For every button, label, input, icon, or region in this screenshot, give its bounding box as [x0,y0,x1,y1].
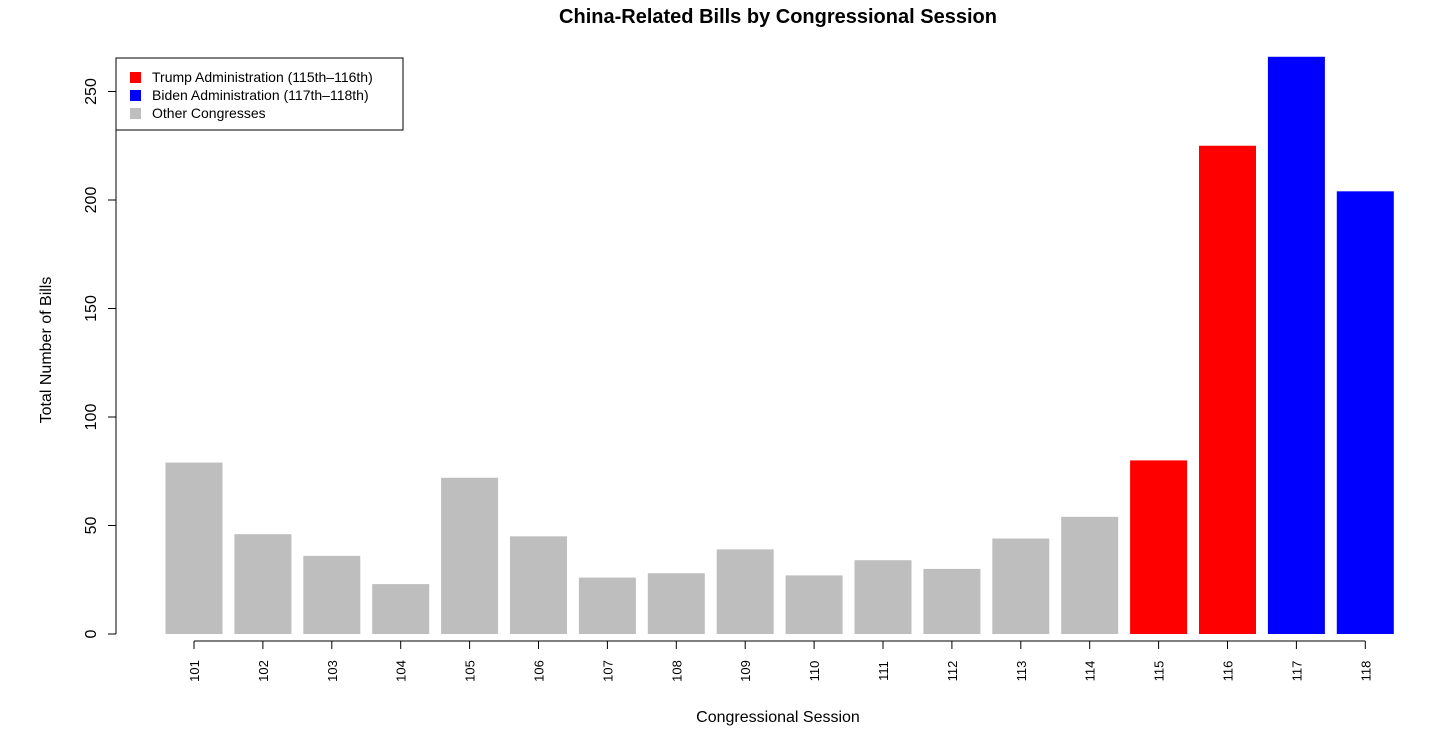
x-tick-label: 112 [945,661,960,682]
legend-label-other: Other Congresses [152,105,266,121]
bar-118 [1336,191,1394,634]
y-tick-label: 200 [83,187,100,214]
x-tick-label: 110 [807,661,822,682]
bar-107 [578,577,636,634]
legend-swatch-trump [130,72,141,83]
x-tick-label: 102 [256,660,271,682]
x-tick-label: 105 [463,660,478,682]
x-tick-label: 111 [876,661,891,681]
x-tick-label: 109 [738,660,753,682]
x-tick-label: 107 [600,660,615,682]
y-tick-label: 150 [83,295,100,322]
bar-117 [1267,56,1325,634]
x-tick-label: 104 [394,660,409,682]
bar-110 [785,575,843,634]
y-tick-label: 100 [83,404,100,431]
bar-109 [716,549,774,634]
bar-102 [234,534,292,634]
y-tick-label: 50 [83,517,100,535]
bar-105 [441,477,499,634]
x-tick-label: 113 [1014,661,1029,682]
chart-title: China-Related Bills by Congressional Ses… [559,6,997,28]
x-axis-label: Congressional Session [696,709,860,726]
bar-113 [992,538,1050,634]
legend-swatch-biden [130,90,141,101]
bar-112 [923,568,981,634]
y-tick-label: 0 [83,629,100,638]
bar-103 [303,555,361,634]
legend-label-trump: Trump Administration (115th–116th) [152,69,373,85]
bar-101 [165,462,223,634]
bar-106 [510,536,567,634]
x-tick-label: 115 [1152,661,1167,682]
x-tick-label: 114 [1083,661,1098,682]
bars [165,56,1394,634]
bar-116 [1199,145,1256,634]
x-axis: 101 102 103 104 105 106 107 108 109 110 111 112 113 1… [187,640,1373,682]
y-tick-label: 250 [83,78,100,105]
legend-label-biden: Biden Administration (117th–118th) [152,87,369,103]
y-axis-label: Total Number of Bills [38,277,55,424]
x-tick-label: 117 [1289,661,1304,682]
bar-111 [854,560,912,634]
bar-104 [372,584,430,634]
x-tick-label: 108 [669,660,684,682]
bar-115 [1130,460,1188,634]
x-tick-label: 106 [532,660,547,682]
x-tick-label: 101 [187,660,202,682]
bar-114 [1061,516,1119,634]
x-tick-label: 118 [1358,661,1373,682]
legend-swatch-other [130,108,141,119]
legend-box [115,57,404,131]
x-tick-label: 103 [325,660,340,682]
x-tick-label: 116 [1221,661,1236,682]
legend: Trump Administration (115th–116th) Biden … [115,57,404,131]
bar-108 [647,573,705,634]
y-axis: 0 50 100 150 200 250 [83,78,117,638]
